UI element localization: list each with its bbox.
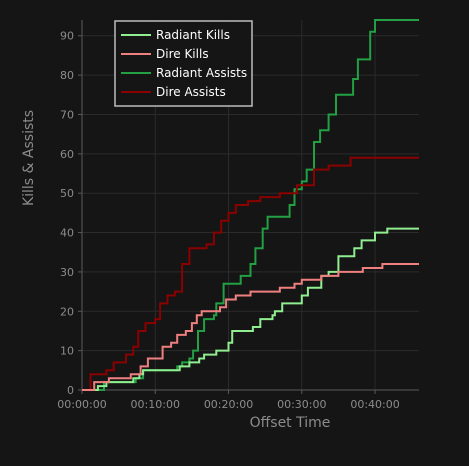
y-tick-label: 40 bbox=[60, 227, 74, 240]
y-tick-label: 80 bbox=[60, 69, 74, 82]
axes bbox=[81, 20, 419, 391]
x-tick-label: 00:30:00 bbox=[277, 398, 326, 411]
y-axis-label: Kills & Assists bbox=[21, 110, 37, 206]
series-line-radiant-assists bbox=[82, 19, 419, 391]
series-line-dire-kills bbox=[82, 263, 419, 391]
y-tick-label: 20 bbox=[60, 305, 74, 318]
y-tick-label: 60 bbox=[60, 148, 74, 161]
legend-label-radiant-kills: Radiant Kills bbox=[156, 28, 230, 42]
series-lines bbox=[82, 19, 419, 391]
y-axis-ticks: 0 10 20 30 40 50 60 70 80 90 bbox=[60, 30, 82, 397]
x-tick-label: 00:20:00 bbox=[204, 398, 253, 411]
y-tick-label: 50 bbox=[60, 187, 74, 200]
series-line-radiant-kills bbox=[82, 227, 419, 391]
legend-label-dire-assists: Dire Assists bbox=[156, 85, 226, 99]
legend-label-dire-kills: Dire Kills bbox=[156, 47, 209, 61]
y-tick-label: 30 bbox=[60, 266, 74, 279]
x-tick-label: 00:10:00 bbox=[131, 398, 180, 411]
y-tick-label: 10 bbox=[60, 345, 74, 358]
series-line-dire-assists bbox=[82, 156, 419, 391]
y-tick-label: 90 bbox=[60, 30, 74, 43]
legend-label-radiant-assists: Radiant Assists bbox=[156, 66, 247, 80]
y-tick-label: 0 bbox=[67, 384, 74, 397]
x-axis-ticks: 00:00:00 00:10:00 00:20:00 00:30:00 00:40:00 bbox=[57, 390, 400, 411]
y-tick-label: 70 bbox=[60, 108, 74, 121]
x-tick-label: 00:40:00 bbox=[350, 398, 399, 411]
x-tick-label: 00:00:00 bbox=[57, 398, 106, 411]
x-axis-label: Offset Time bbox=[250, 415, 331, 431]
legend: Radiant Kills Dire Kills Radiant Assists Di… bbox=[114, 20, 253, 107]
